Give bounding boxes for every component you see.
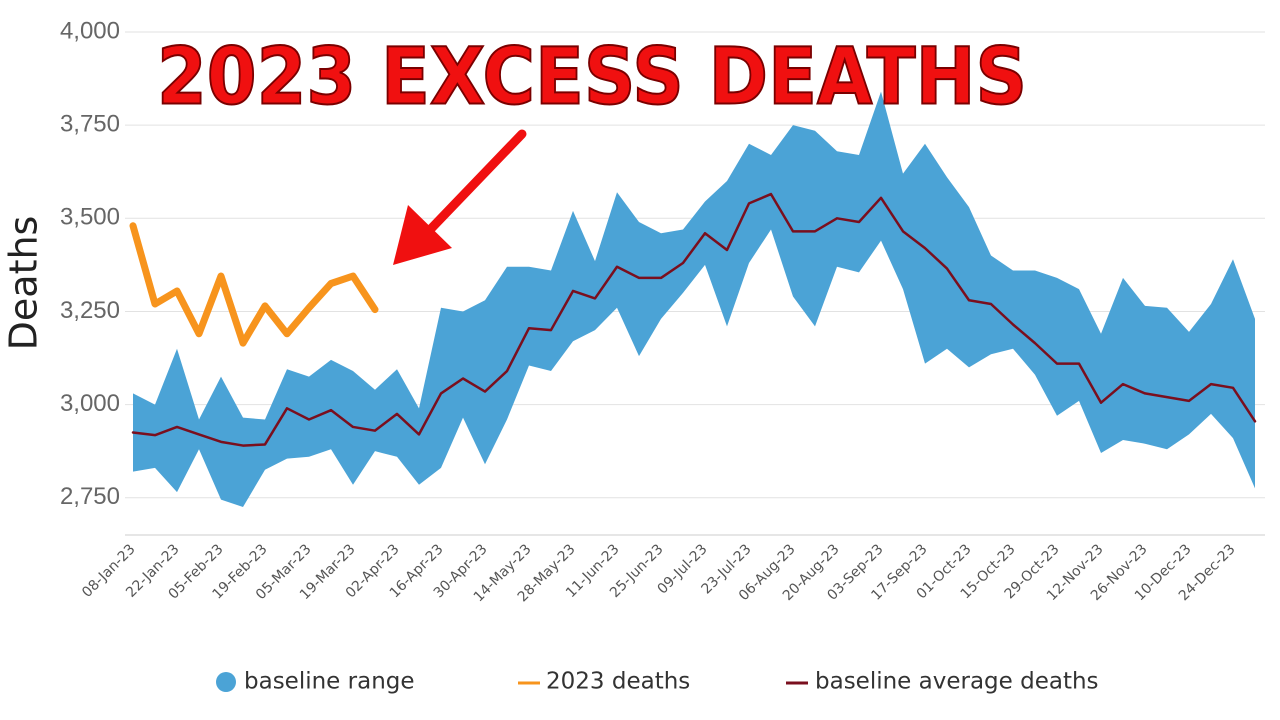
legend-marker <box>216 672 236 692</box>
y-tick-label: 3,500 <box>60 204 120 231</box>
legend-label: 2023 deaths <box>546 669 690 695</box>
line <box>129 222 379 347</box>
y-tick-label: 3,750 <box>60 110 120 137</box>
y-tick-label: 3,000 <box>60 390 120 417</box>
line <box>131 192 1257 447</box>
baseline-range-area <box>133 91 1255 508</box>
y-tick-label: 2,750 <box>60 483 120 510</box>
legend-label: baseline range <box>244 669 415 695</box>
y-axis-label: Deaths <box>2 216 46 351</box>
y-tick-label: 4,000 <box>60 17 120 44</box>
legend-label: baseline average deaths <box>815 669 1099 695</box>
annotation-title: 2023 EXCESS DEATHS <box>157 32 1027 122</box>
arrow-shaft <box>420 129 527 240</box>
arrow-head <box>393 205 452 265</box>
y-tick-label: 3,250 <box>60 297 120 324</box>
